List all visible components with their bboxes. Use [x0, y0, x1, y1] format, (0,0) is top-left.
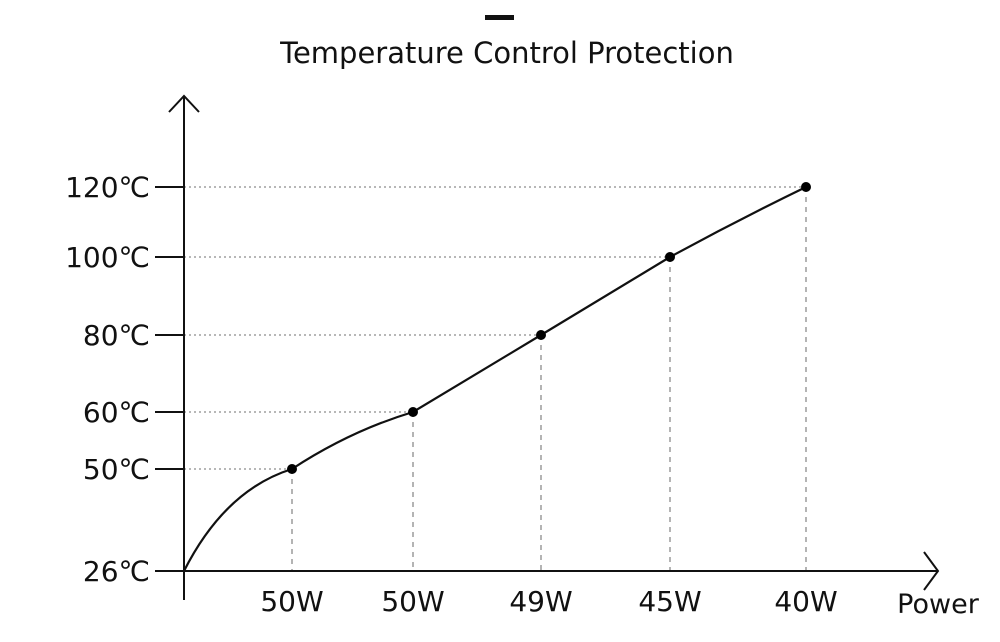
chart-title: Temperature Control Protection	[279, 36, 734, 70]
y-axis-arrow	[168, 94, 200, 113]
data-points	[287, 182, 811, 474]
y-tick-label: 100℃	[65, 241, 150, 274]
y-tick-label: 80℃	[83, 319, 150, 352]
x-tick-label: 49W	[509, 585, 572, 618]
temperature-series-line	[183, 186, 807, 572]
x-tick-label: 40W	[774, 585, 837, 618]
y-tick-label: 26℃	[83, 555, 150, 588]
x-tick-label: 50W	[381, 585, 444, 618]
x-axis-label: Power	[897, 589, 980, 620]
y-tick-label: 50℃	[83, 453, 150, 486]
data-point	[801, 182, 811, 192]
x-ticks: 50W 50W 49W 45W 40W	[260, 585, 837, 618]
y-tick-label: 60℃	[83, 396, 150, 429]
data-point	[536, 330, 546, 340]
y-tick-label: 120℃	[65, 171, 150, 204]
x-tick-label: 50W	[260, 585, 323, 618]
data-point	[665, 252, 675, 262]
y-ticks: 26℃ 50℃ 60℃ 80℃ 100℃ 120℃	[65, 171, 184, 588]
title-accent-bar	[485, 15, 514, 20]
data-point	[287, 464, 297, 474]
x-tick-label: 45W	[638, 585, 701, 618]
x-axis-arrow	[923, 551, 940, 591]
data-point	[408, 407, 418, 417]
grid-layer	[184, 186, 807, 571]
